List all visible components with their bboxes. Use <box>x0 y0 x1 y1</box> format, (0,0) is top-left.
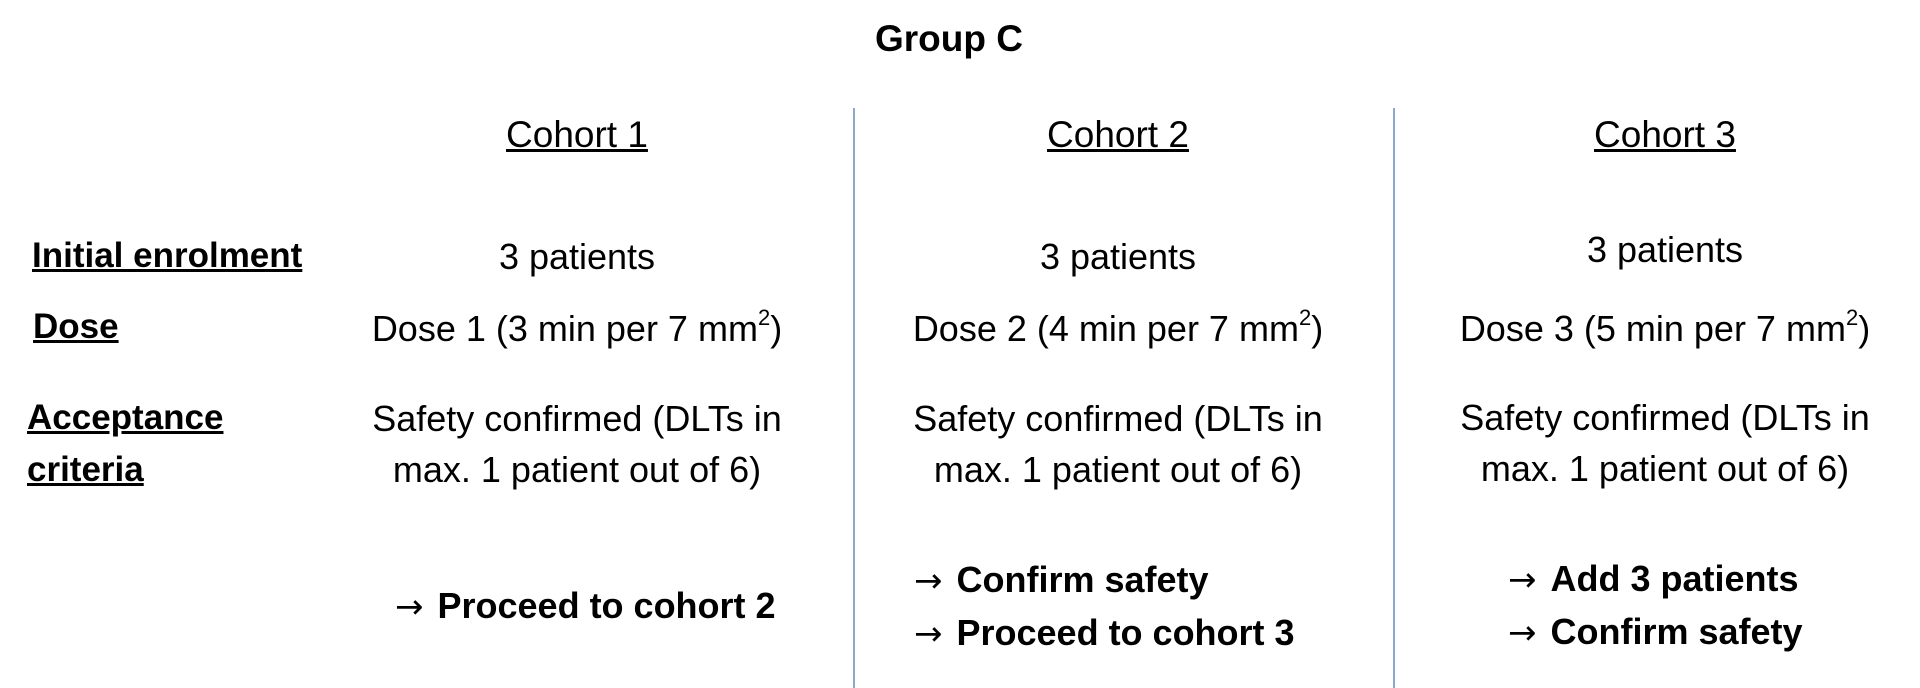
diagram-title: Group C <box>875 18 1023 59</box>
cohort-3-dose-sup: 2 <box>1845 305 1859 330</box>
row-label-acceptance-line2: criteria <box>27 450 144 489</box>
cohort-3-criteria-line1: Safety confirmed (DLTs in <box>1460 397 1870 438</box>
cohort-3-outcome-1: → Add 3 patients <box>1508 553 1803 606</box>
cohort-3-header: Cohort 3 <box>1594 114 1736 155</box>
cohort-3-outcome-1-label: Add 3 patients <box>1550 558 1799 599</box>
cohort-1-outcome-1: → Proceed to cohort 2 <box>395 580 776 633</box>
cohort-3-outcome-2-label: Confirm safety <box>1550 611 1803 652</box>
right-arrow-icon: → <box>1508 560 1537 600</box>
cohort-3-criteria: Safety confirmed (DLTs in max. 1 patient… <box>1415 392 1915 494</box>
cohort-3-dose-text: Dose 3 (5 min per 7 mm <box>1459 308 1846 349</box>
right-arrow-icon: → <box>914 561 943 601</box>
cohort-3-enrolment: 3 patients <box>1586 229 1744 270</box>
cohort-1-criteria: Safety confirmed (DLTs in max. 1 patient… <box>327 393 827 495</box>
cohort-2-dose-sup: 2 <box>1298 305 1312 330</box>
cohort-2-criteria-line1: Safety confirmed (DLTs in <box>913 398 1323 439</box>
cohort-1-outcome-1-label: Proceed to cohort 2 <box>437 585 776 626</box>
cohort-1-dose-sup: 2 <box>757 305 771 330</box>
cohort-3-outcome-2: → Confirm safety <box>1508 606 1803 659</box>
cohort-3-dose: Dose 3 (5 min per 7 mm2) <box>1415 303 1915 354</box>
row-label-initial-enrolment: Initial enrolment <box>32 236 303 275</box>
cohort-3-dose-close: ) <box>1858 308 1871 349</box>
cohort-2-dose-close: ) <box>1311 308 1324 349</box>
column-divider-2 <box>1393 108 1395 688</box>
cohort-1-header: Cohort 1 <box>506 114 648 155</box>
right-arrow-icon: → <box>914 614 943 654</box>
cohort-2-enrolment: 3 patients <box>1039 236 1197 277</box>
cohort-1-criteria-line1: Safety confirmed (DLTs in <box>372 398 782 439</box>
cohort-2-outcome-2: → Proceed to cohort 3 <box>914 607 1295 660</box>
cohort-3-outcomes: → Add 3 patients → Confirm safety <box>1508 553 1803 659</box>
cohort-2-criteria-line2: max. 1 patient out of 6) <box>933 449 1303 490</box>
cohort-2-dose-text: Dose 2 (4 min per 7 mm <box>912 308 1299 349</box>
column-divider-1 <box>853 108 855 688</box>
right-arrow-icon: → <box>395 587 424 627</box>
cohort-2-criteria: Safety confirmed (DLTs in max. 1 patient… <box>868 393 1368 495</box>
cohort-1-enrolment: 3 patients <box>498 236 656 277</box>
row-label-acceptance-criteria: Acceptance criteria <box>27 392 223 496</box>
row-label-dose: Dose <box>33 307 119 346</box>
cohort-1-dose-close: ) <box>770 308 783 349</box>
cohort-2-outcomes: → Confirm safety → Proceed to cohort 3 <box>914 554 1295 660</box>
right-arrow-icon: → <box>1508 613 1537 653</box>
cohort-1-dose: Dose 1 (3 min per 7 mm2) <box>327 303 827 354</box>
cohort-3-criteria-line2: max. 1 patient out of 6) <box>1480 448 1850 489</box>
cohort-2-outcome-1-label: Confirm safety <box>956 559 1209 600</box>
cohort-2-outcome-2-label: Proceed to cohort 3 <box>956 612 1295 653</box>
cohort-2-header: Cohort 2 <box>1047 114 1189 155</box>
row-label-acceptance-line1: Acceptance <box>27 398 224 437</box>
cohort-2-dose: Dose 2 (4 min per 7 mm2) <box>868 303 1368 354</box>
cohort-2-outcome-1: → Confirm safety <box>914 554 1295 607</box>
cohort-1-dose-text: Dose 1 (3 min per 7 mm <box>371 308 758 349</box>
cohort-1-criteria-line2: max. 1 patient out of 6) <box>392 449 762 490</box>
